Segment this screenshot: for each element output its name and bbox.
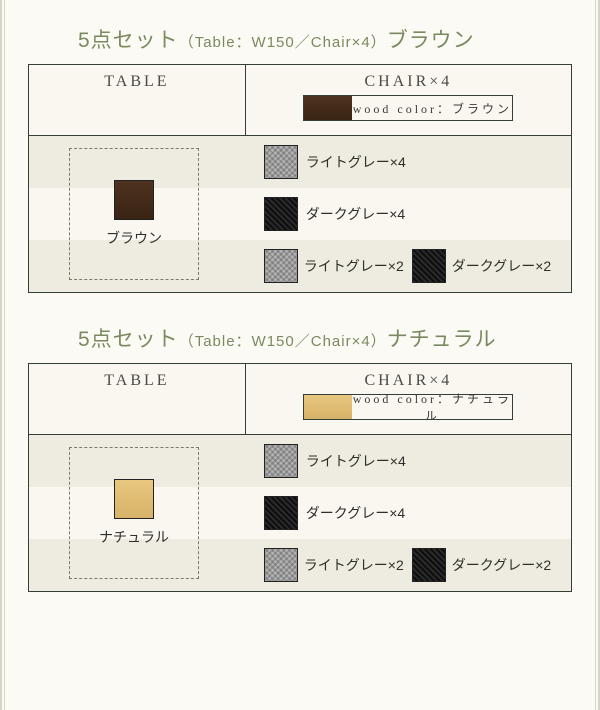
fabric-swatch-icon — [264, 496, 298, 530]
option-panel: TABLE CHAIR×4 wood color：ナチュラル ライトグレー×4 — [28, 363, 572, 592]
head-chair: CHAIR×4 wood color：ブラウン — [246, 65, 571, 135]
fabric-swatch-icon — [264, 197, 298, 231]
option-label: ダークグレー×2 — [452, 555, 551, 575]
fabric-swatch-icon — [264, 444, 298, 478]
set-title: 5点セット（Table：W150／Chair×4）ナチュラル — [78, 323, 572, 353]
fabric-swatch-icon — [412, 249, 446, 283]
panel-body: ライトグレー×4 ダークグレー×4 ライトグレー×2 — [29, 135, 571, 292]
option-label: ライトグレー×2 — [304, 256, 404, 276]
head-chair-label: CHAIR×4 — [364, 73, 452, 90]
head-table: TABLE — [29, 65, 246, 135]
wood-label: wood color：ブラウン — [352, 100, 512, 117]
set-title: 5点セット（Table：W150／Chair×4）ブラウン — [78, 24, 572, 54]
wood-color-box: wood color：ブラウン — [303, 95, 513, 121]
head-chair-label: CHAIR×4 — [364, 372, 452, 389]
title-color: ナチュラル — [387, 328, 497, 351]
option-label: ダークグレー×2 — [452, 256, 551, 276]
table-swatch-icon — [114, 180, 154, 220]
table-option-label: ナチュラル — [99, 527, 169, 547]
table-option-frame: ナチュラル — [69, 447, 199, 579]
head-chair: CHAIR×4 wood color：ナチュラル — [246, 364, 571, 434]
option-label: ライトグレー×4 — [306, 152, 406, 172]
head-table: TABLE — [29, 364, 246, 434]
table-swatch-icon — [114, 479, 154, 519]
wood-swatch-icon — [304, 395, 352, 419]
title-main: 5点セット — [78, 29, 179, 52]
fabric-swatch-icon — [264, 548, 298, 582]
table-option-label: ブラウン — [106, 228, 162, 248]
table-option-frame: ブラウン — [69, 148, 199, 280]
wood-label: wood color：ナチュラル — [352, 390, 512, 424]
option-label: ライトグレー×4 — [306, 451, 406, 471]
panel-head: TABLE CHAIR×4 wood color：ナチュラル — [29, 364, 571, 434]
option-panel: TABLE CHAIR×4 wood color：ブラウン ライトグレー×4 — [28, 64, 572, 293]
title-sub: （Table：W150／Chair×4） — [179, 34, 387, 51]
page: 5点セット（Table：W150／Chair×4）ブラウン TABLE CHAI… — [0, 0, 600, 632]
option-label: ライトグレー×2 — [304, 555, 404, 575]
fabric-swatch-icon — [264, 145, 298, 179]
fabric-swatch-icon — [412, 548, 446, 582]
wood-color-box: wood color：ナチュラル — [303, 394, 513, 420]
option-label: ダークグレー×4 — [306, 503, 405, 523]
panel-body: ライトグレー×4 ダークグレー×4 ライトグレー×2 — [29, 434, 571, 591]
panel-head: TABLE CHAIR×4 wood color：ブラウン — [29, 65, 571, 135]
title-sub: （Table：W150／Chair×4） — [179, 333, 387, 350]
title-main: 5点セット — [78, 328, 179, 351]
title-color: ブラウン — [387, 29, 475, 52]
fabric-swatch-icon — [264, 249, 298, 283]
option-label: ダークグレー×4 — [306, 204, 405, 224]
wood-swatch-icon — [304, 96, 352, 120]
